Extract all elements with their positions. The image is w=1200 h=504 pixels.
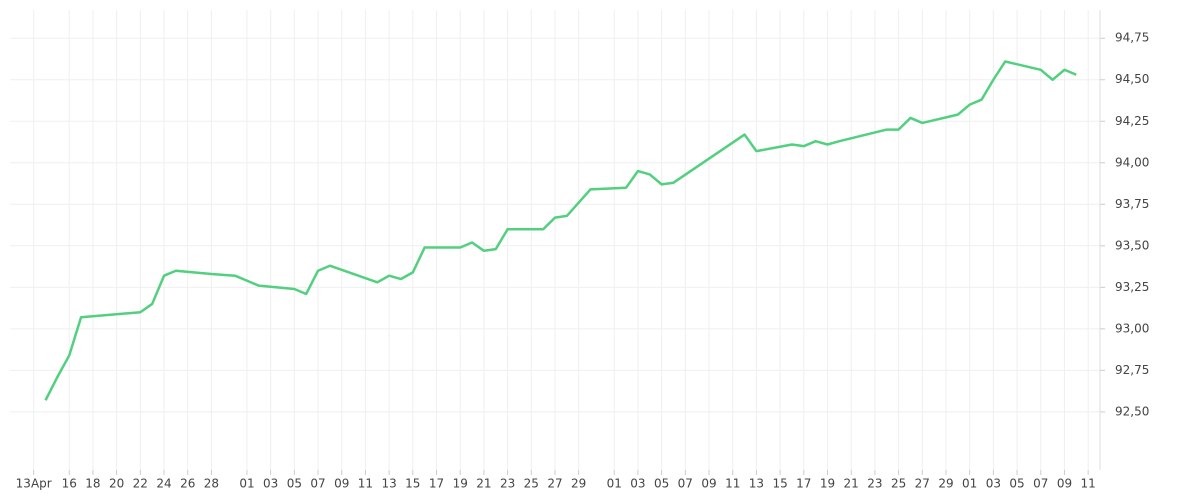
- x-tick-label: 11: [358, 477, 373, 491]
- y-tick-label: 93,75: [1115, 197, 1149, 211]
- y-tick-label: 93,25: [1115, 280, 1149, 294]
- x-tick-label: 28: [204, 477, 219, 491]
- x-tick-label: 21: [844, 477, 859, 491]
- x-tick-label: 18: [85, 477, 100, 491]
- x-tick-label: 19: [820, 477, 835, 491]
- y-tick-label: 93,50: [1115, 238, 1149, 252]
- x-tick-label: 07: [678, 477, 693, 491]
- x-tick-label: 01: [239, 477, 254, 491]
- x-tick-label: 05: [287, 477, 302, 491]
- x-tick-label: 29: [938, 477, 953, 491]
- x-tick-label: 03: [630, 477, 645, 491]
- y-tick-label: 92,75: [1115, 363, 1149, 377]
- x-tick-label: 23: [867, 477, 882, 491]
- x-tick-label: 05: [1009, 477, 1024, 491]
- x-tick-label: 09: [701, 477, 716, 491]
- x-tick-label: 21: [476, 477, 491, 491]
- x-tick-label: 19: [453, 477, 468, 491]
- x-tick-label: 26: [180, 477, 195, 491]
- x-tick-label: 25: [891, 477, 906, 491]
- x-tick-label: 16: [62, 477, 77, 491]
- x-tick-label: 24: [156, 477, 171, 491]
- x-tick-label: 15: [772, 477, 787, 491]
- x-tick-label: 13: [381, 477, 396, 491]
- x-tick-label: 29: [571, 477, 586, 491]
- y-tick-label: 93,00: [1115, 321, 1149, 335]
- x-tick-label: 09: [1057, 477, 1072, 491]
- y-tick-label: 92,50: [1115, 404, 1149, 418]
- x-tick-label: 03: [986, 477, 1001, 491]
- y-tick-label: 94,25: [1115, 114, 1149, 128]
- x-tick-label: 09: [334, 477, 349, 491]
- x-tick-label: 07: [310, 477, 325, 491]
- x-tick-label: 11: [725, 477, 740, 491]
- x-tick-label: 13Apr: [16, 477, 52, 491]
- x-tick-label: 17: [796, 477, 811, 491]
- x-tick-label: 07: [1033, 477, 1048, 491]
- x-tick-label: 05: [654, 477, 669, 491]
- y-tick-label: 94,50: [1115, 72, 1149, 86]
- x-tick-label: 11: [1081, 477, 1096, 491]
- y-tick-label: 94,75: [1115, 31, 1149, 45]
- x-tick-label: 27: [915, 477, 930, 491]
- y-tick-label: 94,00: [1115, 155, 1149, 169]
- x-tick-label: 03: [263, 477, 278, 491]
- x-tick-label: 01: [962, 477, 977, 491]
- x-tick-label: 27: [547, 477, 562, 491]
- x-tick-label: 17: [429, 477, 444, 491]
- line-series: [44, 60, 1077, 401]
- x-tick-label: 23: [500, 477, 515, 491]
- x-tick-label: 22: [133, 477, 148, 491]
- x-tick-label: 25: [524, 477, 539, 491]
- x-tick-label: 13: [749, 477, 764, 491]
- x-tick-label: 15: [405, 477, 420, 491]
- x-tick-label: 20: [109, 477, 124, 491]
- x-tick-label: 01: [607, 477, 622, 491]
